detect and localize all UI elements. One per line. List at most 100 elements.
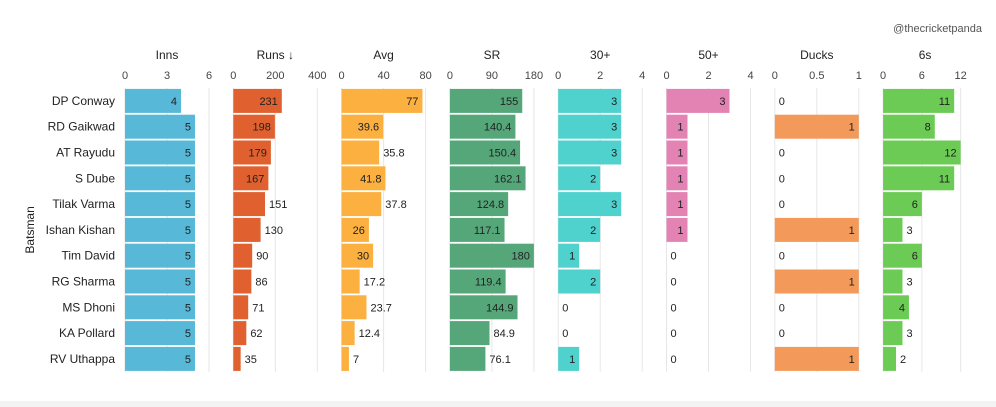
data-label-30-at-rayudu: 3 <box>611 148 617 160</box>
data-label-inns-ishan-kishan: 5 <box>185 225 191 237</box>
data-label-50-rd-gaikwad: 1 <box>677 122 683 134</box>
bar-runs-ishan-kishan <box>233 217 261 242</box>
bar-30-at-rayudu <box>558 140 622 165</box>
footer-band <box>0 401 996 407</box>
tick-label-avg-0: 0 <box>339 70 345 82</box>
category-label-s-dube: S Dube <box>75 171 115 185</box>
data-label-runs-rg-sharma: 86 <box>255 277 267 289</box>
data-label-inns-at-rayudu: 5 <box>185 148 191 160</box>
bar-50-at-rayudu <box>666 140 688 165</box>
tick-label-inns-0: 0 <box>122 70 128 82</box>
bar-ducks-rv-uthappa <box>774 346 859 371</box>
bar-runs-rv-uthappa <box>233 346 241 371</box>
bar-sr-rd-gaikwad <box>449 114 516 139</box>
data-label-inns-rd-gaikwad: 5 <box>185 122 191 134</box>
bar-30-tilak-varma <box>558 192 622 217</box>
bar-30-rg-sharma <box>558 269 601 294</box>
bar-avg-ishan-kishan <box>341 217 369 242</box>
data-label-30-tilak-varma: 3 <box>611 199 617 211</box>
bar-sr-dp-conway <box>449 88 523 113</box>
bar-sr-tilak-varma <box>449 192 509 217</box>
data-label-avg-rd-gaikwad: 39.6 <box>358 122 379 134</box>
data-label-30-ishan-kishan: 2 <box>590 225 596 237</box>
bar-30-ishan-kishan <box>558 217 601 242</box>
bar-30-s-dube <box>558 166 601 191</box>
panel-title-inns: Inns <box>156 48 179 62</box>
data-label-sr-rv-uthappa: 76.1 <box>489 354 510 366</box>
data-label-6s-tilak-varma: 6 <box>912 199 918 211</box>
data-label-30-rg-sharma: 2 <box>590 277 596 289</box>
bar-avg-at-rayudu <box>341 140 380 165</box>
tick-label-runs-2: 400 <box>308 70 326 82</box>
data-label-avg-tim-david: 30 <box>357 251 369 263</box>
category-label-tim-david: Tim David <box>61 249 115 263</box>
data-label-ducks-ishan-kishan: 1 <box>849 225 855 237</box>
data-label-runs-ka-pollard: 62 <box>250 328 262 340</box>
data-label-avg-dp-conway: 77 <box>406 96 418 108</box>
tick-label-sr-0: 0 <box>447 70 453 82</box>
data-label-avg-rv-uthappa: 7 <box>353 354 359 366</box>
tick-label-30-0: 0 <box>555 70 561 82</box>
bar-30-rd-gaikwad <box>558 114 622 139</box>
data-label-ducks-rg-sharma: 1 <box>849 277 855 289</box>
data-label-50-ka-pollard: 0 <box>671 328 677 340</box>
data-label-6s-ka-pollard: 3 <box>906 328 912 340</box>
tick-label-ducks-1: 0.5 <box>809 70 824 82</box>
data-label-6s-dp-conway: 11 <box>939 96 950 108</box>
bar-sr-rv-uthappa <box>449 346 486 371</box>
data-label-30-s-dube: 2 <box>590 173 596 185</box>
data-label-ducks-dp-conway: 0 <box>779 96 785 108</box>
bar-runs-rd-gaikwad <box>233 114 275 139</box>
bar-inns-ishan-kishan <box>125 217 195 242</box>
data-label-sr-rg-sharma: 119.4 <box>475 277 502 289</box>
bar-runs-tim-david <box>233 243 253 268</box>
bar-50-tilak-varma <box>666 192 688 217</box>
data-label-runs-tim-david: 90 <box>256 251 268 263</box>
tick-label-6s-2: 12 <box>955 70 967 82</box>
data-label-50-rv-uthappa: 0 <box>671 354 677 366</box>
tick-label-6s-1: 6 <box>919 70 925 82</box>
bar-sr-rg-sharma <box>449 269 506 294</box>
data-label-avg-ms-dhoni: 23.7 <box>370 302 391 314</box>
data-label-50-tilak-varma: 1 <box>677 199 683 211</box>
data-label-ducks-ms-dhoni: 0 <box>779 302 785 314</box>
bar-6s-ishan-kishan <box>883 217 903 242</box>
bar-6s-at-rayudu <box>883 140 961 165</box>
panel-title-sr: SR <box>484 48 501 62</box>
data-label-sr-ka-pollard: 84.9 <box>494 328 515 340</box>
data-label-30-rd-gaikwad: 3 <box>611 122 617 134</box>
bar-inns-ms-dhoni <box>125 295 195 320</box>
tick-label-50-1: 2 <box>705 70 711 82</box>
data-label-sr-tilak-varma: 124.8 <box>477 199 505 211</box>
bar-runs-at-rayudu <box>233 140 271 165</box>
bar-6s-rg-sharma <box>883 269 903 294</box>
bar-avg-s-dube <box>341 166 386 191</box>
data-label-runs-s-dube: 167 <box>246 173 264 185</box>
data-label-inns-rv-uthappa: 5 <box>185 354 191 366</box>
data-label-30-ka-pollard: 0 <box>562 328 568 340</box>
data-label-inns-dp-conway: 4 <box>171 96 177 108</box>
data-label-ducks-rd-gaikwad: 1 <box>849 122 855 134</box>
tick-label-runs-0: 0 <box>230 70 236 82</box>
bar-avg-rd-gaikwad <box>341 114 384 139</box>
data-label-6s-s-dube: 11 <box>939 173 950 185</box>
data-label-runs-at-rayudu: 179 <box>249 148 267 160</box>
data-label-ducks-tim-david: 0 <box>779 251 785 263</box>
data-label-runs-ms-dhoni: 71 <box>252 302 264 314</box>
bar-runs-rg-sharma <box>233 269 252 294</box>
panel-title-50: 50+ <box>698 48 718 62</box>
data-label-30-ms-dhoni: 0 <box>562 302 568 314</box>
bar-inns-tilak-varma <box>125 192 195 217</box>
data-label-sr-ishan-kishan: 117.1 <box>474 225 501 237</box>
bar-sr-ishan-kishan <box>449 217 505 242</box>
bar-sr-ms-dhoni <box>449 295 518 320</box>
bar-50-ishan-kishan <box>666 217 688 242</box>
bar-6s-tilak-varma <box>883 192 922 217</box>
data-label-avg-at-rayudu: 35.8 <box>383 148 404 160</box>
data-label-ducks-tilak-varma: 0 <box>779 199 785 211</box>
tick-label-inns-1: 3 <box>164 70 170 82</box>
bar-inns-rg-sharma <box>125 269 195 294</box>
data-label-inns-tilak-varma: 5 <box>185 199 191 211</box>
data-label-sr-ms-dhoni: 144.9 <box>486 302 514 314</box>
data-label-50-ishan-kishan: 1 <box>677 225 683 237</box>
